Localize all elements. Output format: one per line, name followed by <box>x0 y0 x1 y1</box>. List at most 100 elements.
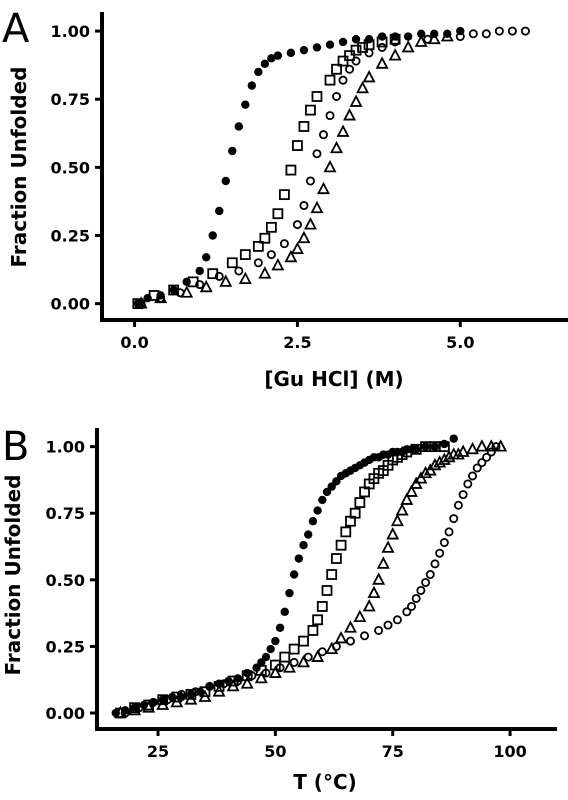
panel-b-y-ticks: 0.00 0.25 0.50 0.75 1.00 <box>46 438 97 723</box>
panel-a: A Fraction Unfolded [Gu HCl] (M) 0.00 0.2… <box>2 6 568 391</box>
panel-b-data-points <box>111 434 508 719</box>
panel-a-series-2-point <box>331 63 342 75</box>
panel-a-series-4-point <box>401 40 415 53</box>
panel-a-series-4-point <box>290 241 304 255</box>
panel-b-series-4-point <box>219 679 229 689</box>
panel-a-y-ticks: 0.00 0.25 0.50 0.75 1.00 <box>51 22 102 314</box>
panel-a-series-3-point <box>266 250 276 260</box>
panel-b-series-1-point <box>440 439 449 449</box>
panel-b-series-3-point <box>362 599 376 612</box>
panel-b-series-4-point <box>275 663 285 673</box>
panel-a-label: A <box>2 6 30 52</box>
panel-b-series-3-point <box>466 441 480 455</box>
panel-b-series-3-point <box>240 676 254 689</box>
panel-a-series-3-point <box>377 42 387 52</box>
panel-b-series-1-point <box>299 541 308 550</box>
panel-a-series-3-point <box>332 91 342 101</box>
panel-b-series-1-point <box>289 570 299 579</box>
panel-b-series-4-point <box>383 620 393 630</box>
panel-a-series-1-point <box>267 54 276 63</box>
panel-b-series-3-point <box>282 660 296 673</box>
panel-a-series-2-point <box>311 91 323 102</box>
panel-a-x-tick-label: 0.0 <box>120 333 148 352</box>
panel-a-series-4-point <box>356 80 370 94</box>
panel-b-series-3-point <box>475 439 489 452</box>
panel-a-series-1-point <box>338 37 348 47</box>
panel-a-series-2-point <box>305 104 316 116</box>
panel-a-series-4-point <box>271 258 285 271</box>
panel-a-y-axis-title: Fraction Unfolded <box>7 67 31 268</box>
panel-b-series-4-point <box>411 593 421 603</box>
panel-b-x-tick-label: 100 <box>493 742 526 761</box>
panel-a-series-3-point <box>253 258 263 268</box>
panel-b-series-3-point <box>254 670 268 684</box>
panel-b-series-4-point <box>247 671 257 681</box>
panel-b-x-ticks: 25 50 75 100 <box>147 729 527 761</box>
panel-b-series-1-point <box>430 442 440 451</box>
panel-b-series-4-point <box>468 471 478 481</box>
panel-a-x-axis-title: [Gu HCl] (M) <box>264 367 403 391</box>
panel-a-y-tick-label: 0.00 <box>51 295 90 314</box>
panel-b-series-2-point <box>321 585 333 596</box>
panel-b-series-3-point <box>494 439 508 452</box>
panel-b-series-4-point <box>477 458 487 468</box>
panel-b-series-3-point <box>437 452 451 465</box>
panel-a-series-1-point <box>247 81 257 90</box>
panel-a-series-4-point <box>303 217 317 230</box>
panel-b-series-3-point <box>156 697 170 710</box>
panel-a-series-3-point <box>338 75 348 85</box>
panel-b-series-3-point <box>390 513 404 527</box>
panel-b-series-3-point <box>353 609 367 623</box>
panel-a-series-4-point <box>238 271 252 285</box>
panel-b-series-1-point <box>421 442 430 451</box>
panel-b-series-4-point <box>491 442 501 452</box>
panel-b-series-4-point <box>439 538 449 548</box>
panel-a-series-2-point <box>265 221 277 233</box>
panel-b-series-3-point <box>268 665 282 678</box>
panel-b-y-axis-title: Fraction Unfolded <box>1 475 25 676</box>
panel-a-series-3-point <box>364 48 374 58</box>
panel-b-series-4-point <box>176 689 186 699</box>
panel-b-series-3-point <box>113 705 127 718</box>
panel-b-label: B <box>2 424 29 470</box>
panel-b-series-3-point <box>381 540 395 553</box>
panel-a-series-2-point <box>389 33 401 45</box>
panel-a-series-1-point <box>202 253 211 262</box>
panel-a-series-1-point <box>195 266 204 276</box>
panel-b-series-4-point <box>303 652 313 662</box>
panel-b-series-4-point <box>430 559 440 569</box>
panel-a-y-tick-label: 0.75 <box>51 90 90 109</box>
panel-a-series-2-point <box>337 55 349 67</box>
panel-a-series-3-point <box>305 176 315 186</box>
panel-a-series-4-point <box>154 290 168 304</box>
panel-a-series-1-point <box>377 32 387 41</box>
panel-b-series-4-point <box>289 657 299 667</box>
panel-b-series-4-point <box>435 548 445 558</box>
panel-a-series-1-point <box>234 122 243 131</box>
panel-a-series-4-point <box>427 31 441 45</box>
panel-a-series-2-point <box>252 241 264 252</box>
panel-a-series-2-point <box>350 44 362 56</box>
panel-b-series-2-point <box>288 643 300 655</box>
panel-b-y-tick-label: 0.25 <box>46 637 85 656</box>
panel-b-series-2-point <box>298 635 309 647</box>
panel-a-series-2-point <box>324 74 336 86</box>
panel-b-series-4-point <box>482 452 492 462</box>
panel-a-series-4-point <box>330 140 344 154</box>
panel-b-series-4-point <box>458 490 468 500</box>
panel-b-series-2-point <box>349 507 361 519</box>
panel-a-series-2-point <box>259 232 271 244</box>
panel-a-series-3-point <box>390 37 400 47</box>
panel-b-series-3-point <box>297 654 311 668</box>
panel-a-series-2-point <box>226 257 238 269</box>
panel-b-series-3-point <box>376 556 390 569</box>
panel-b-series-3-point <box>367 585 381 599</box>
panel-b-x-tick-label: 25 <box>147 742 169 761</box>
panel-b-x-tick-label: 75 <box>382 742 404 761</box>
panel-b-series-2-point <box>316 601 328 612</box>
panel-b-series-4-point <box>360 631 370 641</box>
panel-a-series-2-point <box>298 121 310 132</box>
panel-b-series-3-point <box>428 457 442 471</box>
panel-a-series-4-point <box>323 159 337 173</box>
panel-a-series-3-point <box>214 271 224 281</box>
